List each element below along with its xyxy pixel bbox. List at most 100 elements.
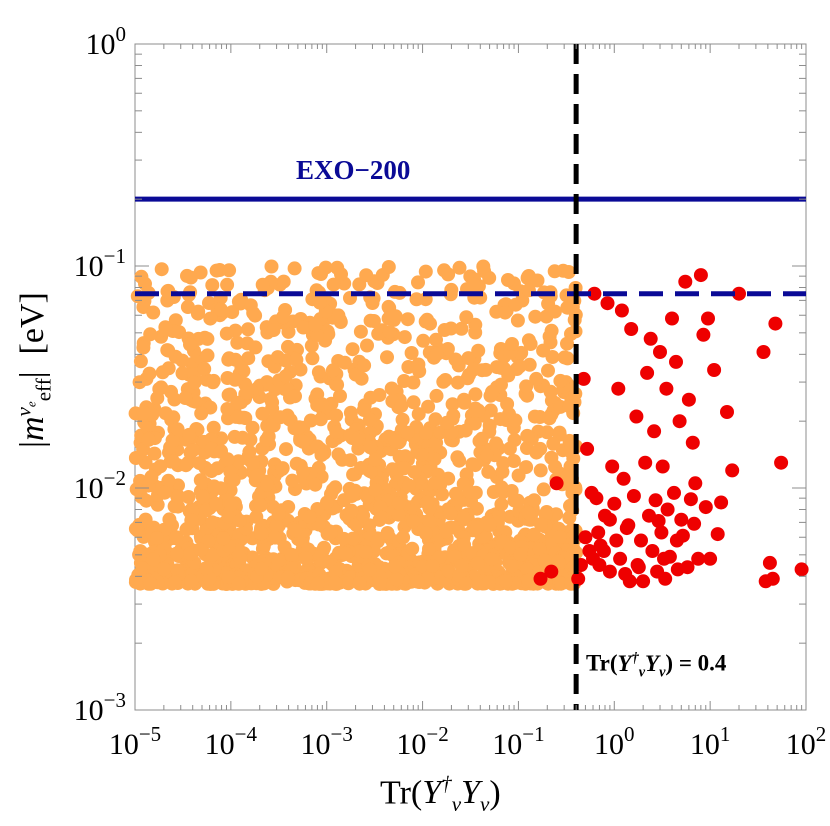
allowed-point [421, 399, 436, 414]
allowed-point [308, 477, 323, 492]
allowed-point [359, 268, 374, 283]
x-tick-label: 102 [786, 722, 827, 761]
allowed-point [441, 267, 456, 282]
allowed-point [482, 518, 497, 532]
x-axis-title: Tr(Y†νYν) [380, 772, 501, 817]
allowed-point [459, 310, 474, 325]
excluded-point [660, 502, 675, 517]
series-excluded [533, 268, 809, 589]
excluded-point [703, 551, 718, 566]
excluded-point [602, 512, 617, 527]
allowed-point [203, 311, 218, 326]
excluded-point [629, 409, 644, 424]
allowed-point [281, 339, 295, 354]
allowed-point [221, 570, 236, 585]
allowed-point [268, 530, 282, 545]
allowed-point [219, 326, 234, 341]
y-title-part: e [23, 401, 39, 408]
allowed-point [136, 405, 151, 420]
allowed-point [372, 388, 387, 402]
allowed-point [521, 573, 536, 588]
x-title-part: ) [489, 774, 501, 812]
excluded-point [714, 495, 729, 510]
allowed-point [530, 273, 545, 288]
excluded-point [578, 530, 593, 545]
allowed-point [443, 287, 458, 302]
allowed-point [311, 365, 326, 380]
allowed-point [368, 452, 383, 467]
x-tick-label: 10−2 [396, 722, 448, 761]
allowed-point [206, 375, 220, 390]
allowed-point [542, 411, 557, 426]
allowed-point [372, 512, 387, 527]
excluded-point [602, 564, 617, 579]
allowed-point [178, 458, 193, 473]
x-tick-label: 10−5 [109, 722, 161, 761]
allowed-point [412, 364, 427, 379]
excluded-point [681, 392, 696, 407]
excluded-point [655, 459, 670, 474]
excluded-point [678, 274, 693, 289]
allowed-point [171, 489, 186, 504]
allowed-point [326, 277, 341, 292]
allowed-point [235, 430, 250, 445]
allowed-point [183, 337, 197, 352]
allowed-point [391, 507, 406, 522]
allowed-point [532, 542, 547, 556]
excluded-point [584, 485, 599, 500]
allowed-point [411, 407, 426, 422]
x-title-part: ν [479, 792, 490, 817]
allowed-point [388, 434, 403, 449]
excluded-point [609, 533, 624, 548]
allowed-point [146, 552, 161, 567]
x-tick-label: 10−1 [492, 722, 544, 761]
y-title-part: eff [31, 378, 56, 402]
allowed-point [255, 406, 270, 421]
excluded-point [794, 562, 809, 577]
allowed-point [146, 305, 161, 320]
allowed-point [167, 392, 182, 407]
allowed-point [205, 515, 220, 530]
excluded-point [696, 327, 711, 342]
x-tick-label: 100 [594, 722, 635, 761]
allowed-point [254, 561, 269, 576]
allowed-point [388, 309, 403, 324]
allowed-point [273, 410, 288, 425]
allowed-point [406, 375, 421, 390]
allowed-point [481, 464, 496, 479]
allowed-point [182, 427, 197, 442]
allowed-point [537, 553, 552, 568]
allowed-point [448, 486, 463, 501]
allowed-point [520, 562, 535, 577]
allowed-point [389, 572, 404, 587]
allowed-point [345, 342, 360, 357]
excluded-point [626, 489, 641, 503]
allowed-point [345, 486, 360, 501]
allowed-point [371, 326, 386, 341]
allowed-point [206, 420, 221, 435]
allowed-point [418, 264, 433, 279]
allowed-point [245, 420, 260, 435]
allowed-point [428, 412, 443, 427]
allowed-point [546, 436, 561, 451]
allowed-point [356, 508, 371, 523]
allowed-point [397, 461, 412, 476]
allowed-point [276, 310, 290, 325]
allowed-point [265, 395, 280, 410]
allowed-point [468, 325, 483, 340]
excluded-point [720, 405, 734, 419]
allowed-point [459, 576, 473, 591]
allowed-point [190, 306, 205, 321]
excluded-point [549, 476, 564, 491]
allowed-point [253, 498, 268, 513]
allowed-point [366, 314, 381, 328]
allowed-point [420, 312, 435, 327]
excluded-point [576, 371, 591, 386]
excluded-point [619, 521, 634, 536]
allowed-point [475, 363, 490, 378]
allowed-point [358, 545, 373, 560]
excluded-point [605, 459, 620, 474]
allowed-point [199, 561, 214, 576]
allowed-point [513, 547, 528, 562]
excluded-point [571, 571, 586, 586]
